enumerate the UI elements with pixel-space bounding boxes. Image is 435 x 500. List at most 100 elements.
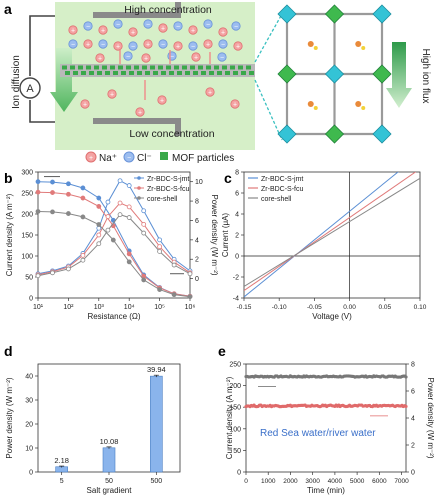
series-line-5	[37, 214, 191, 277]
data-point	[35, 209, 41, 214]
mof-particle-icon	[169, 71, 174, 75]
low-concentration-label: Low concentration	[129, 128, 214, 140]
x-tick-label: 10²	[63, 304, 74, 311]
zoom-lines	[254, 13, 283, 141]
mof-particle-row	[62, 65, 254, 75]
ion-diffusion-label: Ion diffusion	[11, 55, 22, 109]
na-ion-plus-icon: +	[110, 92, 114, 99]
legend-mof-label: MOF particles	[172, 153, 234, 164]
data-point	[404, 375, 408, 379]
data-point	[80, 214, 86, 220]
cyan-cluster-icon	[372, 4, 392, 24]
cl-ion-minus-icon: −	[131, 44, 135, 51]
x-tick-label: -0.05	[307, 304, 322, 311]
oxygen-atom-icon	[307, 101, 314, 107]
y-tick-label: 0	[29, 296, 33, 303]
y-tick-label: 8	[195, 199, 199, 206]
series-line-1	[37, 180, 191, 275]
data-label: 2.18	[54, 456, 69, 465]
data-point	[105, 214, 111, 219]
x-tick-label: 0.10	[414, 304, 427, 311]
mof-particle-icon	[62, 65, 67, 70]
na-ion-plus-icon: +	[233, 102, 237, 109]
data-point	[105, 199, 111, 205]
data-point	[157, 237, 163, 243]
x-tick-label: 10⁴	[124, 304, 135, 311]
cl-ion-icon	[231, 21, 241, 31]
mof-particle-icon	[241, 71, 246, 75]
na-ion-plus-icon: +	[116, 44, 120, 51]
mof-particle-icon	[233, 71, 238, 75]
ammeter-label: A	[26, 83, 34, 95]
data-point	[80, 195, 86, 201]
mof-particle-icon	[217, 71, 222, 75]
y-tick-label: 100	[229, 426, 241, 433]
mof-particle-icon	[94, 65, 99, 70]
cl-ion-icon	[143, 19, 153, 29]
na-ion-icon	[205, 87, 215, 97]
mof-particle-icon	[153, 71, 158, 75]
mof-particle-icon	[160, 152, 168, 160]
data-point	[35, 273, 41, 279]
na-ion-plus-icon: +	[101, 28, 105, 35]
high-concentration-label: High concentration	[124, 4, 212, 16]
data-point	[117, 212, 123, 218]
na-ion-plus-icon: +	[160, 98, 164, 105]
x-tick-label: 5000	[350, 478, 365, 485]
mof-particle-icon	[246, 65, 251, 70]
y-tick-label: 150	[229, 405, 241, 412]
x-tick-label: 0.00	[343, 304, 356, 311]
sulfur-atom-icon	[361, 106, 366, 110]
mof-particle-icon	[129, 71, 134, 75]
legend-na-label: Na⁺	[99, 153, 117, 164]
data-point	[141, 277, 147, 283]
mof-particle-icon	[121, 71, 126, 75]
green-cluster-icon	[277, 64, 297, 84]
y-tick-label: 0	[195, 276, 199, 283]
data-point	[96, 195, 102, 201]
data-point	[141, 230, 147, 236]
data-point	[66, 266, 71, 272]
na-ion-plus-icon: +	[194, 55, 198, 62]
y-tick-label: 0	[235, 254, 239, 261]
data-point	[117, 200, 123, 206]
cl-ion-minus-icon: −	[220, 55, 224, 62]
green-cluster-icon	[324, 4, 345, 24]
y-tick-label: 8	[235, 170, 239, 177]
sulfur-atom-icon	[313, 106, 318, 110]
cl-ion-minus-icon: −	[146, 22, 150, 29]
series-line-3	[37, 202, 191, 276]
cyan-cluster-icon	[372, 124, 392, 144]
cl-ion-minus-icon: −	[161, 42, 165, 49]
mof-particle-icon	[182, 65, 187, 70]
na-ion-icon	[173, 41, 183, 51]
na-ion-plus-icon: +	[89, 155, 93, 162]
y-tick-label: 4	[411, 416, 415, 423]
y-tick-label: 6	[235, 191, 239, 198]
mof-particle-icon	[113, 71, 118, 75]
y-tick-label: 4	[195, 237, 199, 244]
data-point	[66, 211, 71, 216]
y-tick-label: 4	[235, 212, 239, 219]
data-point	[96, 222, 102, 227]
data-label: 39.94	[147, 365, 166, 374]
chart-c-series	[244, 172, 420, 298]
mof-particle-icon	[145, 71, 150, 75]
na-ion-plus-icon: +	[146, 42, 150, 49]
data-point	[96, 232, 102, 238]
y-tick-label: 10	[195, 179, 203, 186]
data-point	[117, 178, 123, 184]
data-point	[187, 271, 193, 277]
mof-particle-icon	[137, 71, 142, 75]
panel-a: a A Ion diffusion High concentration Low…	[4, 1, 431, 164]
cl-ion-minus-icon: −	[170, 54, 174, 61]
y-tick-label: 50	[25, 275, 33, 282]
na-ion-icon	[143, 39, 153, 49]
data-point	[50, 190, 55, 195]
chart-e: 0 1000 2000 3000 4000 5000 6000 700005010015020…	[225, 362, 435, 496]
data-point	[66, 191, 71, 197]
mof-particle-icon	[230, 65, 235, 70]
y-tick-label: 20	[25, 422, 33, 429]
data-point	[80, 185, 86, 191]
legend-marker	[137, 196, 141, 200]
